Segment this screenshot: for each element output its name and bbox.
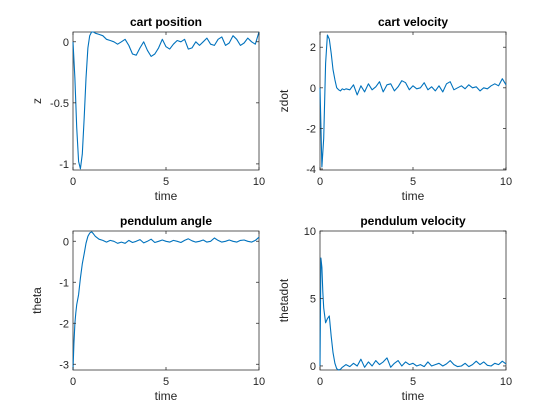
x-tick-label: 5: [410, 376, 416, 388]
y-tick-label: -3: [59, 359, 69, 371]
x-tick-label: 0: [317, 376, 323, 388]
subplot-1: 0 5 10 -1 -0.5 0 cart position time z: [30, 15, 265, 203]
y-tick-label: 2: [310, 42, 316, 54]
axes-box: [72, 230, 260, 371]
y-tick-label: -2: [306, 123, 316, 135]
y-tick-label: -0.5: [50, 98, 69, 110]
plot-title: cart position: [130, 15, 202, 29]
subplot-4: 0 5 10 0 5 10 pendulum velocity time thetadot: [277, 214, 512, 403]
series-line: [72, 31, 260, 170]
y-tick-label: 0: [63, 236, 69, 248]
subplot-3: 0 5 10 -3 -2 -1 0 pendulum angle time theta: [30, 214, 265, 403]
axes-box: [319, 230, 507, 371]
y-tick-label: -1: [59, 277, 69, 289]
x-tick-label: 5: [163, 376, 169, 388]
axes-box: [319, 31, 507, 171]
y-tick-label: 0: [310, 83, 316, 95]
y-tick-label: 5: [310, 293, 316, 305]
y-tick-label: 0: [63, 37, 69, 49]
x-axis-label: time: [155, 189, 178, 203]
y-axis-label: z: [30, 98, 44, 104]
x-axis-label: time: [402, 189, 425, 203]
y-axis-label: theta: [30, 287, 44, 314]
y-tick-label: -2: [59, 318, 69, 330]
x-axis-label: time: [402, 389, 425, 403]
series-line: [319, 34, 507, 168]
plot-title: pendulum angle: [120, 214, 212, 228]
x-tick-label: 10: [253, 176, 265, 188]
y-axis-label: zdot: [277, 89, 291, 112]
subplot-2: 0 5 10 -4 -2 0 2 cart velocity time zdot: [277, 15, 512, 203]
series-line: [72, 231, 260, 371]
x-tick-label: 0: [317, 176, 323, 188]
y-tick-label: 0: [310, 361, 316, 373]
x-tick-label: 5: [163, 176, 169, 188]
x-tick-label: 10: [500, 176, 512, 188]
plot-title: cart velocity: [378, 15, 448, 29]
series-line: [319, 257, 507, 371]
y-tick-label: -1: [59, 159, 69, 171]
y-tick-label: -4: [306, 164, 316, 176]
x-tick-label: 5: [410, 176, 416, 188]
x-tick-label: 10: [253, 376, 265, 388]
x-tick-label: 0: [70, 376, 76, 388]
y-axis-label: thetadot: [277, 278, 291, 322]
y-tick-label: 10: [304, 226, 316, 238]
plot-title: pendulum velocity: [360, 214, 466, 228]
x-tick-label: 0: [70, 176, 76, 188]
axes-box: [72, 31, 260, 171]
x-tick-label: 10: [500, 376, 512, 388]
x-axis-label: time: [155, 389, 178, 403]
